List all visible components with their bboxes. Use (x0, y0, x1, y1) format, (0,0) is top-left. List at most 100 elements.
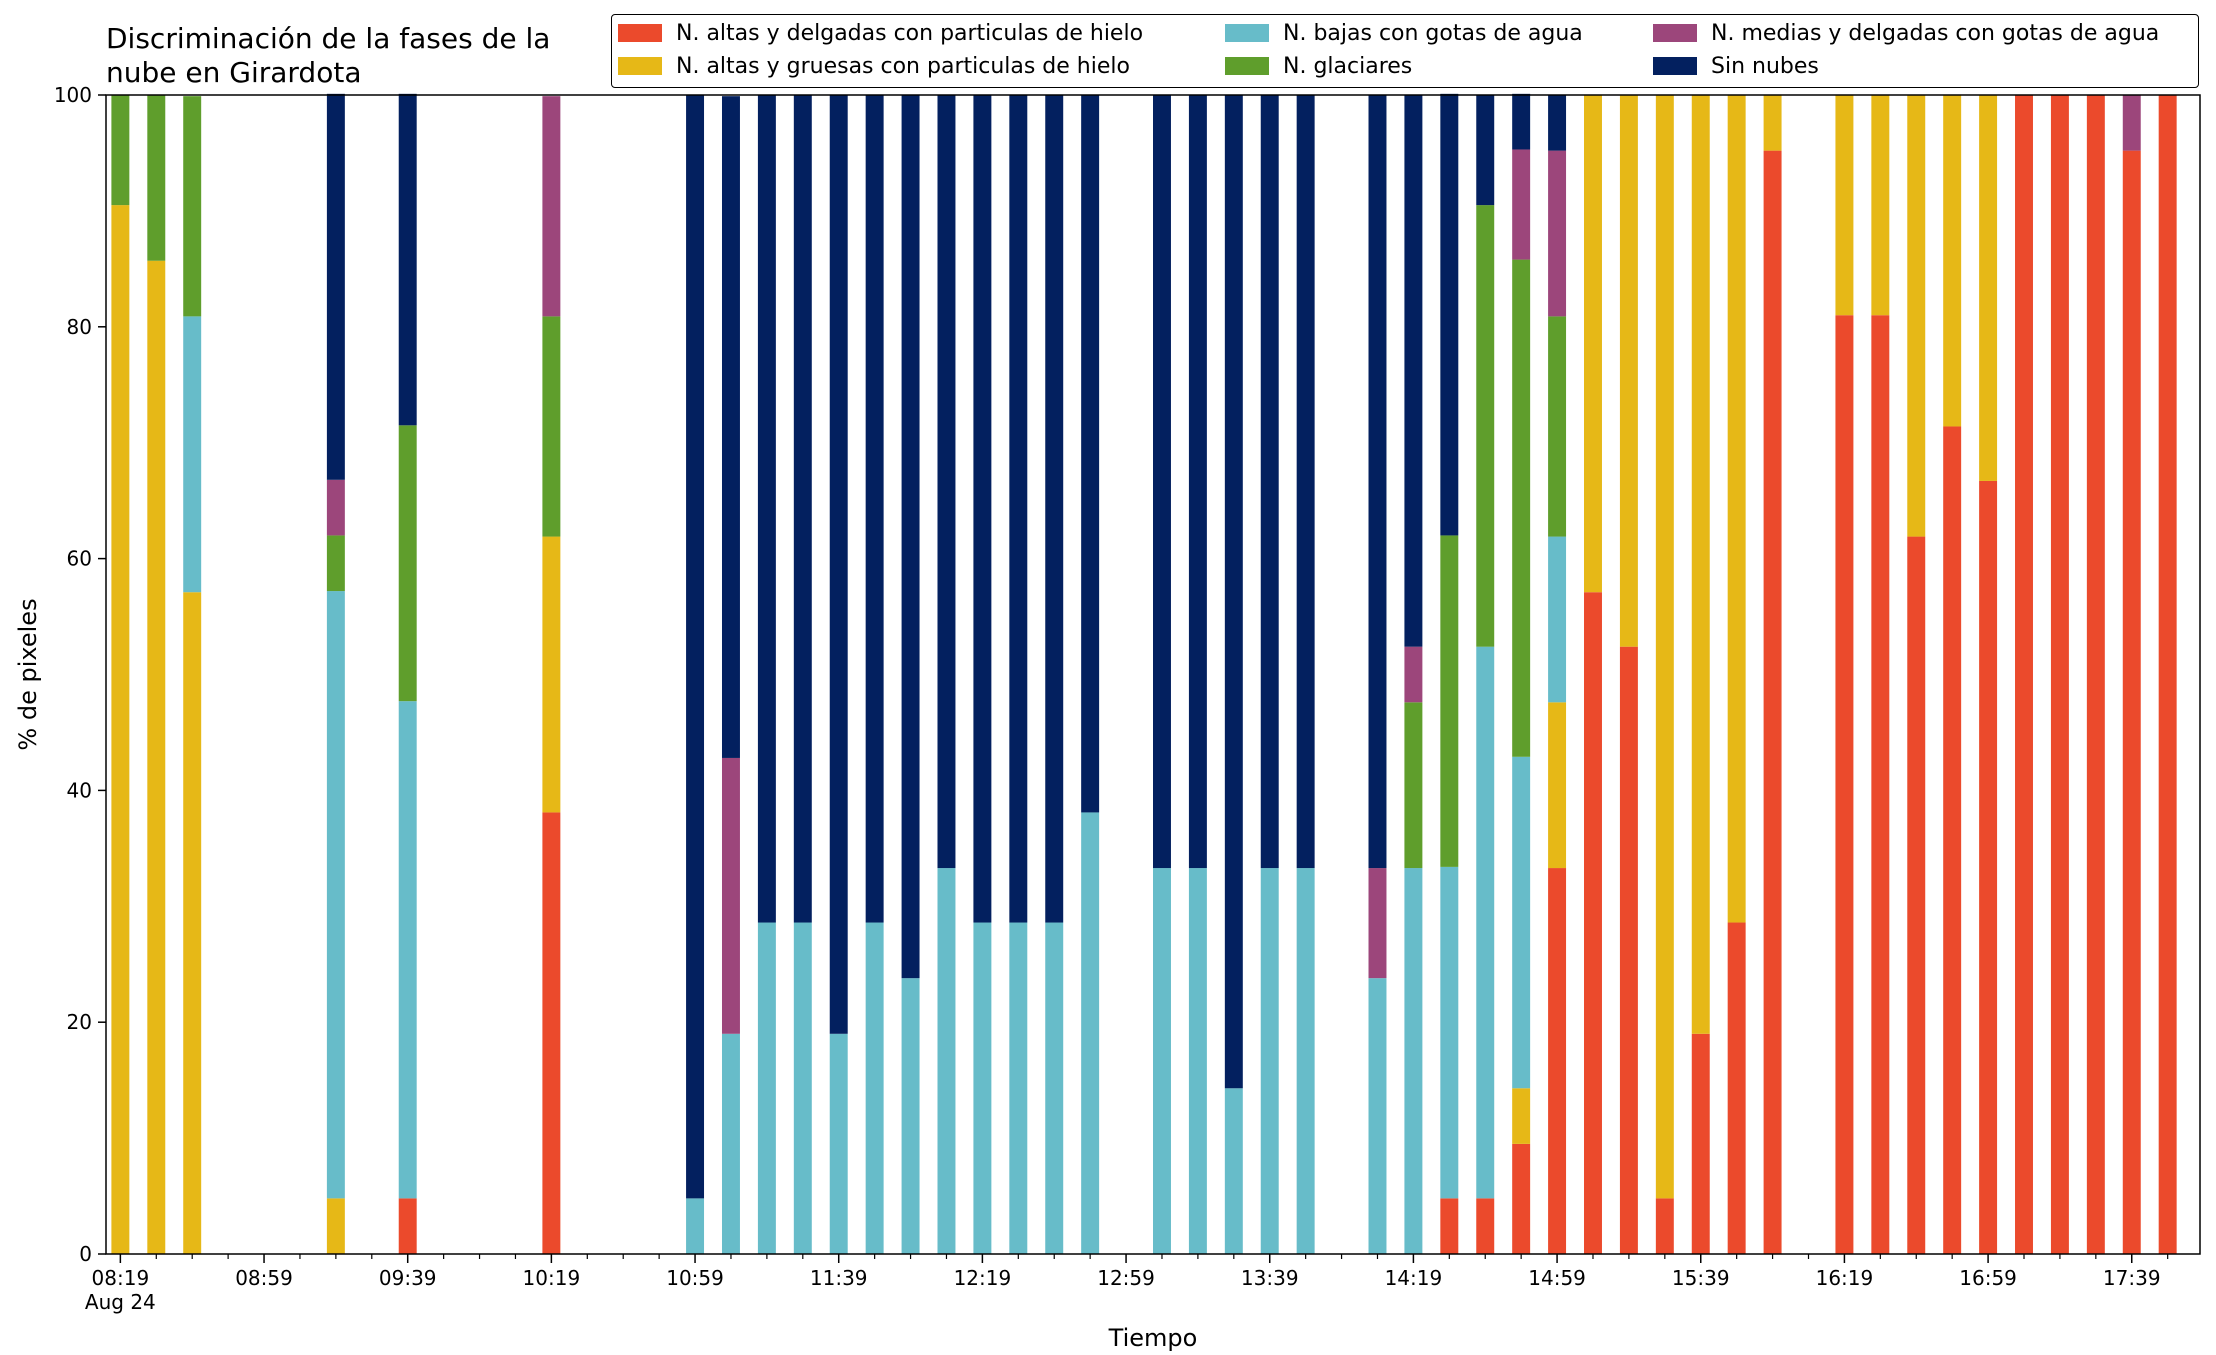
x-tick-label: 16:19 (1816, 1266, 1874, 1290)
y-tick-label: 80 (67, 315, 92, 339)
x-tick-label: 08:19 (92, 1266, 150, 1290)
bar-segment (1943, 95, 1962, 427)
bar-segment (1224, 1088, 1243, 1254)
bar-segment (398, 701, 417, 1199)
x-tick-label: 14:59 (1528, 1266, 1586, 1290)
bar-segment (1009, 95, 1028, 923)
bar-segment (1440, 93, 1459, 536)
bar-segment (937, 868, 956, 1254)
bar-segment (1045, 922, 1064, 1254)
y-axis-label: % de pixeles (14, 598, 42, 750)
legend-item: N. altas y gruesas con particulas de hie… (618, 51, 1130, 81)
x-tick-label: 10:19 (523, 1266, 581, 1290)
bar-segment (1081, 812, 1100, 1254)
bar-segment (721, 96, 740, 758)
x-tick-label: 12:19 (954, 1266, 1012, 1290)
bar-segment (1548, 95, 1567, 151)
bar-segment (1835, 95, 1854, 316)
bar-segment (326, 1198, 345, 1254)
bar-segment (1548, 150, 1567, 317)
bar-segment (973, 95, 992, 923)
bar-segment (1548, 868, 1567, 1254)
bar-segment (1512, 756, 1531, 1089)
y-tick-label: 60 (67, 547, 92, 571)
x-tick-label: 14:19 (1385, 1266, 1443, 1290)
y-tick-label: 100 (54, 83, 92, 107)
legend-label: Sin nubes (1711, 53, 1819, 79)
bar-segment (793, 95, 812, 923)
bar-segment (1404, 868, 1423, 1254)
bar-segment (901, 978, 920, 1254)
bar-segment (1440, 535, 1459, 867)
bar-segment (1153, 868, 1171, 1254)
bar-segment (1763, 95, 1782, 151)
x-tick-label: 16:59 (1959, 1266, 2017, 1290)
bar-segment (1476, 205, 1495, 647)
bar-segment (937, 95, 956, 869)
bar-segment (1045, 95, 1064, 923)
x-tick-label: 17:39 (2103, 1266, 2161, 1290)
x-axis-label: Tiempo (1108, 1324, 1198, 1352)
legend-swatch (1653, 24, 1697, 42)
bar-segment (901, 95, 920, 979)
bar-segment (1404, 702, 1423, 869)
bar-segment (686, 95, 705, 1199)
bar-segment (326, 535, 345, 592)
legend-swatch (618, 24, 662, 42)
bar-segment (147, 95, 166, 261)
legend-swatch (618, 57, 662, 75)
bar-segment (1368, 868, 1387, 979)
bar-segment (111, 205, 130, 1255)
bar-segment (2122, 95, 2141, 151)
legend-label: N. altas y gruesas con particulas de hie… (676, 53, 1130, 79)
bar-segment (542, 316, 561, 537)
bar-segment (1476, 646, 1495, 1199)
bar-segment (1548, 702, 1567, 869)
bar-segment (1871, 315, 1890, 1255)
bar-segment (542, 536, 561, 813)
bar-segment (1404, 646, 1423, 703)
bar-segment (865, 95, 884, 923)
legend-item: N. altas y delgadas con particulas de hi… (618, 18, 1143, 48)
bar-segment (1188, 868, 1207, 1254)
bar-segment (1476, 1198, 1495, 1254)
bar-segment (1548, 316, 1567, 537)
bar-segment (1907, 95, 1926, 537)
bar-segment (1476, 95, 1495, 206)
bar-segment (2050, 95, 2069, 1254)
bar-segment (1619, 646, 1638, 1254)
bar-segment (1584, 95, 1602, 593)
bar-segment (1763, 150, 1782, 1254)
y-tick-label: 20 (67, 1010, 92, 1034)
bar-segment (1153, 95, 1171, 869)
x-tick-label: 09:39 (379, 1266, 437, 1290)
bar-segment (1260, 95, 1279, 869)
bar-segment (2015, 95, 2033, 1254)
y-tick-label: 40 (67, 778, 92, 802)
bar-segment (1512, 259, 1531, 757)
bar-segment (147, 260, 166, 1254)
bar-segment (1907, 536, 1926, 1254)
legend-item: N. bajas con gotas de agua (1225, 18, 1583, 48)
bar-segment (793, 922, 812, 1254)
bar-segment (1943, 426, 1962, 1255)
bar-segment (398, 93, 417, 426)
legend-label: N. altas y delgadas con particulas de hi… (676, 20, 1144, 46)
bar-segment (2086, 95, 2105, 1254)
bar-segment (1512, 149, 1531, 260)
bar-segment (1655, 1198, 1674, 1254)
legend-swatch (1225, 24, 1269, 42)
bar-segment (183, 96, 202, 317)
bar-segment (1979, 95, 1998, 481)
x-tick-label: 13:39 (1241, 1266, 1299, 1290)
bar-segment (1512, 1143, 1531, 1254)
bar-segment (829, 95, 848, 1034)
bar-segment (1296, 868, 1315, 1254)
x-tick-label: 15:39 (1672, 1266, 1730, 1290)
bar-segment (973, 922, 992, 1254)
bar-segment (1260, 868, 1279, 1254)
bar-segment (829, 1033, 848, 1254)
bar-segment (1440, 1198, 1459, 1254)
legend-swatch (1653, 57, 1697, 75)
bar-segment (1584, 592, 1602, 1254)
